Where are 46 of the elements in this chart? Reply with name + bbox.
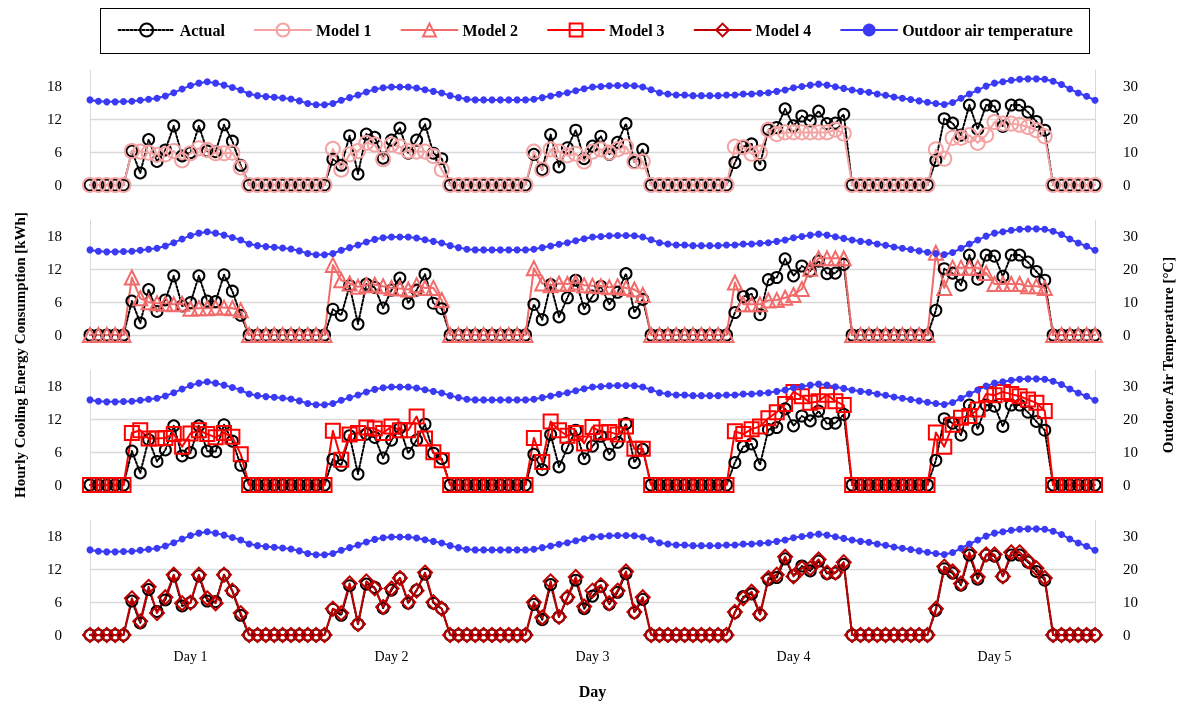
y-tick-label: 18: [47, 528, 62, 545]
x-tick-label: Day 3: [575, 648, 610, 664]
x-tick-label: Day 5: [977, 648, 1012, 664]
y-tick-label: 18: [47, 78, 62, 95]
y2-tick-label: 0: [1123, 477, 1131, 493]
y2-tick-label: 0: [1123, 327, 1131, 343]
y-tick-label: 6: [54, 294, 63, 311]
y2-tick-label: 10: [1123, 444, 1138, 461]
y-tick-label: 0: [54, 627, 62, 643]
y2-tick-label: 30: [1123, 78, 1138, 95]
y-tick-label: 18: [47, 228, 62, 245]
y2-tick-label: 30: [1123, 528, 1138, 545]
y-tick-label: 6: [54, 594, 63, 611]
legend-label: Model 4: [755, 21, 812, 39]
y2-tick-label: 10: [1123, 144, 1138, 161]
y-tick-label: 6: [54, 144, 63, 161]
y2-tick-label: 0: [1123, 177, 1131, 193]
y2-tick-label: 30: [1123, 378, 1138, 395]
y-tick-label: 12: [47, 561, 62, 578]
y-tick-label: 0: [54, 327, 62, 343]
y2-tick-label: 10: [1123, 594, 1138, 611]
x-axis-title: Day: [578, 682, 607, 701]
y-tick-label: 12: [47, 111, 62, 128]
y2-tick-label: 20: [1123, 111, 1138, 128]
x-tick-label: Day 2: [374, 648, 409, 664]
y-tick-label: 12: [47, 411, 62, 428]
legend-label: Model 1: [315, 21, 372, 39]
legend-label: Outdoor air temperature: [902, 21, 1073, 40]
y2-tick-label: 20: [1123, 411, 1138, 428]
x-tick-label: Day 1: [173, 648, 208, 664]
y-tick-label: 0: [54, 477, 62, 493]
y-tick-label: 12: [47, 261, 62, 278]
legend-label: Model 3: [609, 21, 665, 39]
y2-tick-label: 20: [1123, 261, 1138, 278]
y-tick-label: 6: [54, 444, 63, 461]
legend-label: Model 2: [462, 21, 519, 39]
y2-tick-label: 30: [1123, 228, 1138, 245]
y2-tick-label: 10: [1123, 294, 1138, 311]
legend-label: Actual: [179, 21, 226, 39]
y-tick-label: 0: [54, 177, 62, 193]
y2-tick-label: 0: [1123, 627, 1131, 643]
y-axis-title: Hourly Cooling Energy Consumption [kWh]: [11, 212, 29, 498]
y2-tick-label: 20: [1123, 561, 1138, 578]
y2-axis-title: Outdoor Air Temperature [°C]: [1159, 256, 1177, 454]
x-tick-label: Day 4: [776, 648, 811, 664]
y-tick-label: 18: [47, 378, 62, 395]
